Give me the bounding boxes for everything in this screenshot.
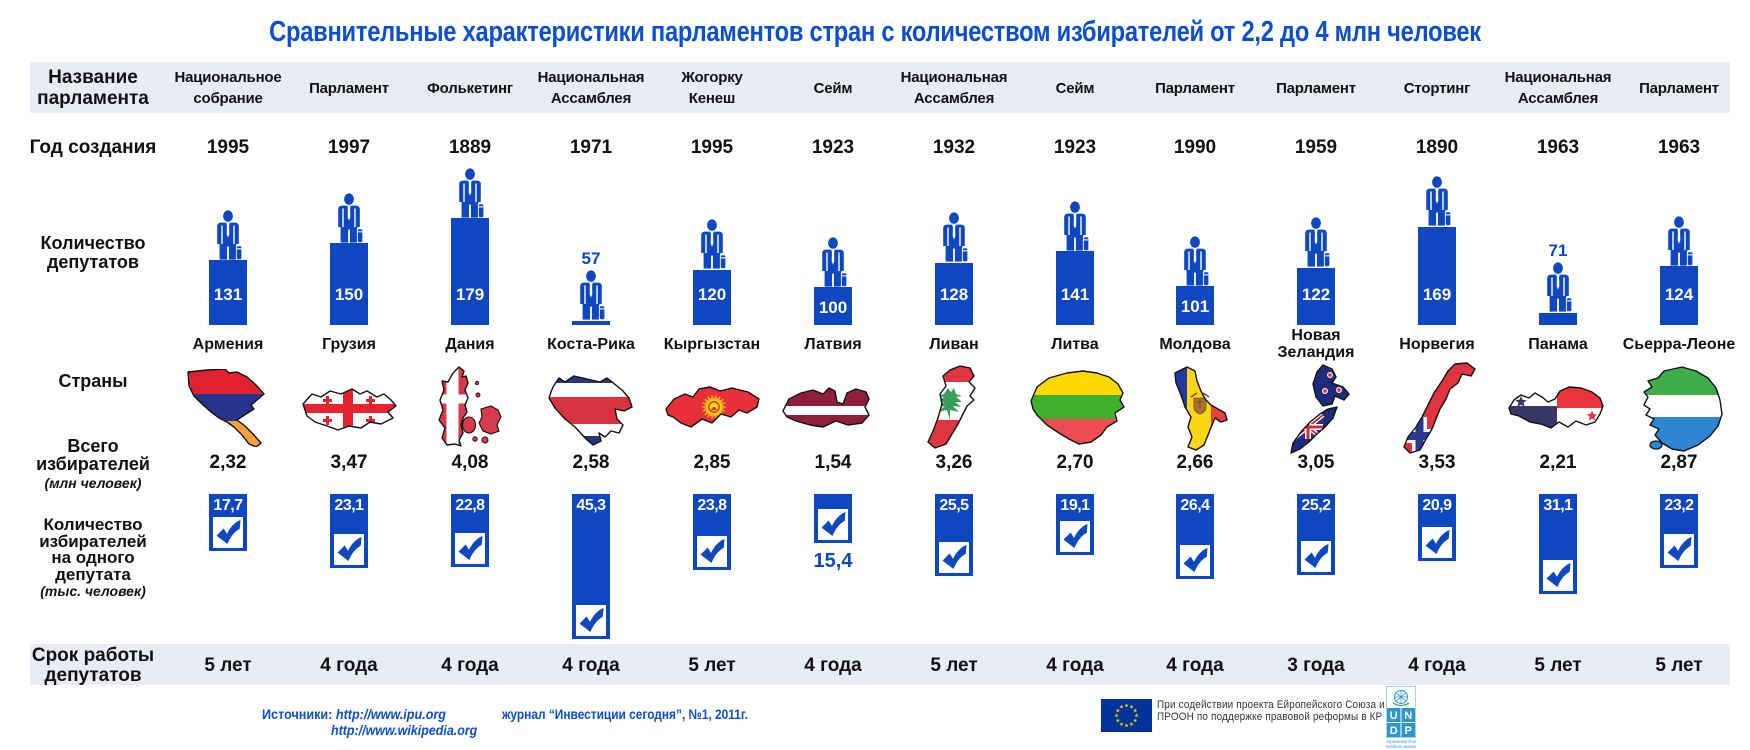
svg-text:U: U bbox=[1390, 710, 1398, 722]
svg-text:D: D bbox=[1390, 725, 1398, 737]
svg-text:Empowered lives.: Empowered lives. bbox=[1386, 739, 1416, 744]
svg-text:Resilient nations.: Resilient nations. bbox=[1386, 744, 1416, 748]
svg-text:N: N bbox=[1404, 710, 1412, 722]
svg-text:P: P bbox=[1405, 725, 1412, 737]
